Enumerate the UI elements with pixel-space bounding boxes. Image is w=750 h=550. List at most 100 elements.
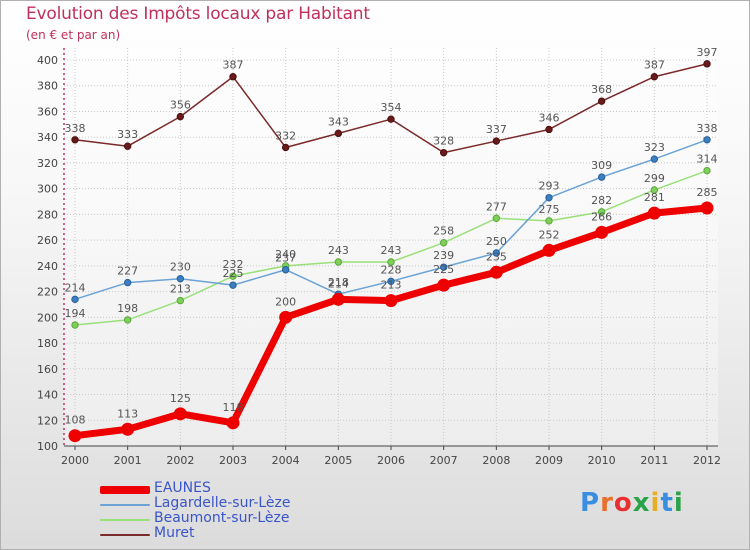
y-tick-label: 160 — [37, 363, 58, 376]
data-point-lagardelle-sur-leze — [545, 193, 553, 202]
data-point-muret — [71, 136, 79, 144]
data-point-lagardelle-sur-leze — [123, 278, 132, 287]
logo-letter: r — [600, 488, 614, 518]
data-point-eaunes — [384, 294, 398, 308]
y-tick-label: 320 — [37, 157, 58, 170]
logo-letter: o — [613, 488, 633, 518]
data-point-eaunes — [489, 265, 503, 279]
y-tick-label: 300 — [37, 183, 58, 196]
data-label-eaunes: 281 — [644, 191, 665, 204]
x-tick-label: 2010 — [588, 454, 616, 467]
data-point-lagardelle-sur-leze — [176, 275, 185, 283]
x-tick-label: 2002 — [166, 454, 194, 467]
y-tick-label: 260 — [37, 234, 58, 247]
legend-label: Muret — [154, 525, 195, 541]
data-label-eaunes: 213 — [381, 279, 402, 292]
legend-swatch — [100, 486, 150, 494]
data-point-muret — [703, 60, 711, 68]
data-label-muret: 397 — [697, 46, 718, 59]
data-label-lagardelle-sur-leze: 309 — [591, 159, 612, 172]
chart-subtitle: (en € et par an) — [26, 28, 121, 42]
data-point-beaumont-sur-leze — [71, 321, 79, 329]
data-label-lagardelle-sur-leze: 237 — [275, 252, 296, 265]
data-point-muret — [650, 73, 659, 81]
x-tick-label: 2004 — [272, 454, 300, 467]
data-label-beaumont-sur-leze: 243 — [381, 244, 402, 257]
data-label-eaunes: 252 — [539, 228, 560, 241]
data-label-muret: 368 — [591, 83, 612, 96]
data-label-eaunes: 200 — [275, 295, 296, 308]
logo-letter: i — [673, 488, 684, 518]
data-point-beaumont-sur-leze — [545, 217, 553, 225]
data-point-beaumont-sur-leze — [650, 186, 659, 194]
logo-letter: x — [632, 488, 651, 518]
x-tick-label: 2008 — [482, 454, 510, 467]
legend-swatch — [100, 534, 150, 536]
logo-letter: P — [580, 488, 601, 518]
data-label-beaumont-sur-leze: 275 — [539, 203, 560, 216]
data-label-eaunes: 118 — [223, 401, 244, 414]
data-label-muret: 343 — [328, 115, 349, 128]
data-point-beaumont-sur-leze — [123, 316, 132, 324]
data-point-beaumont-sur-leze — [703, 166, 711, 175]
data-point-eaunes — [173, 407, 187, 421]
data-label-beaumont-sur-leze: 232 — [223, 258, 244, 271]
y-tick-label: 380 — [37, 80, 58, 93]
data-label-eaunes: 225 — [433, 263, 454, 276]
data-point-muret — [545, 125, 553, 134]
data-point-muret — [492, 137, 501, 145]
data-point-lagardelle-sur-leze — [281, 266, 290, 274]
data-label-lagardelle-sur-leze: 293 — [539, 180, 560, 193]
data-label-beaumont-sur-leze: 299 — [644, 172, 665, 185]
logo-letter: i — [650, 488, 661, 518]
y-tick-label: 200 — [37, 311, 58, 324]
data-label-beaumont-sur-leze: 258 — [433, 225, 454, 238]
data-point-lagardelle-sur-leze — [650, 155, 659, 163]
data-label-beaumont-sur-leze: 243 — [328, 244, 349, 257]
y-tick-label: 140 — [37, 389, 58, 402]
data-point-lagardelle-sur-leze — [492, 249, 501, 257]
data-point-muret — [334, 129, 343, 138]
data-label-muret: 387 — [223, 59, 244, 72]
data-point-eaunes — [647, 206, 661, 220]
y-tick-label: 400 — [37, 54, 58, 67]
data-point-eaunes — [595, 225, 609, 239]
data-point-lagardelle-sur-leze — [439, 263, 448, 271]
data-point-eaunes — [542, 243, 556, 257]
legend-swatch — [100, 504, 150, 506]
data-label-lagardelle-sur-leze: 227 — [117, 265, 138, 278]
y-tick-label: 240 — [37, 260, 58, 273]
data-point-muret — [281, 143, 290, 152]
data-label-muret: 328 — [433, 135, 454, 148]
data-point-muret — [229, 73, 237, 81]
logo-letter: t — [660, 488, 674, 518]
data-point-lagardelle-sur-leze — [387, 277, 395, 286]
data-point-eaunes — [279, 310, 293, 324]
data-point-muret — [597, 97, 606, 105]
x-tick-label: 2009 — [535, 454, 563, 467]
data-label-lagardelle-sur-leze: 228 — [381, 263, 402, 276]
data-label-eaunes: 214 — [328, 277, 349, 290]
data-label-beaumont-sur-leze: 194 — [65, 307, 86, 320]
x-tick-label: 2000 — [61, 454, 89, 467]
x-tick-label: 2006 — [377, 454, 405, 467]
data-point-lagardelle-sur-leze — [597, 173, 606, 181]
data-label-lagardelle-sur-leze: 250 — [486, 235, 507, 248]
x-tick-label: 2001 — [114, 454, 142, 467]
legend-item-muret: Muret — [100, 525, 360, 542]
x-tick-label: 2011 — [640, 454, 668, 467]
data-label-eaunes: 285 — [697, 186, 718, 199]
legend-label: EAUNES — [154, 480, 211, 496]
data-point-lagardelle-sur-leze — [71, 295, 79, 304]
data-label-lagardelle-sur-leze: 338 — [697, 122, 718, 135]
y-tick-label: 340 — [37, 131, 58, 144]
data-label-eaunes: 113 — [117, 407, 138, 420]
data-point-eaunes — [331, 292, 345, 306]
data-label-lagardelle-sur-leze: 218 — [328, 276, 349, 289]
x-tick-label: 2005 — [324, 454, 352, 467]
data-label-muret: 338 — [65, 122, 86, 135]
data-label-lagardelle-sur-leze: 230 — [170, 261, 191, 274]
data-label-beaumont-sur-leze: 213 — [170, 283, 191, 296]
data-label-beaumont-sur-leze: 240 — [275, 248, 296, 261]
